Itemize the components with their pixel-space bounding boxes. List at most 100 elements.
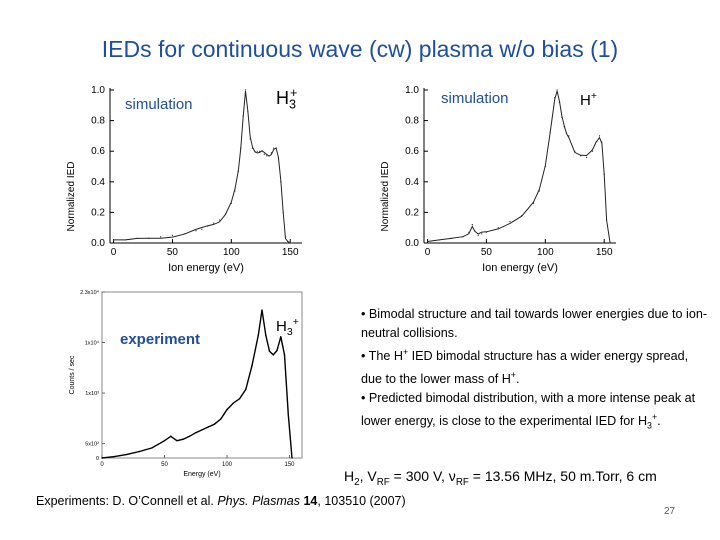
data-point: [249, 138, 251, 140]
data-point: [532, 202, 535, 204]
y-tick-label: 0.8: [405, 116, 419, 127]
data-point: [549, 132, 551, 134]
label-h3plus-top: H3+: [276, 86, 297, 112]
y-tick-label: 0.2: [91, 207, 105, 218]
data-point: [195, 432, 197, 434]
label-simulation-left: simulation: [125, 96, 193, 113]
data-point: [201, 429, 203, 431]
data-point: [263, 153, 265, 155]
bullet-2-text-c: .: [515, 372, 520, 387]
data-point: [188, 435, 191, 438]
y-tick-label: 1x10³: [85, 391, 99, 397]
bullet-3-text-a: • Predicted bimodal distribution, with a…: [361, 391, 696, 429]
ied-curve: [427, 90, 611, 244]
x-tick-label: 0: [100, 462, 104, 468]
x-axis-label: Ion energy (eV): [168, 262, 244, 274]
bullet-3-sub: 3: [647, 421, 652, 432]
data-point: [277, 158, 280, 160]
param-nu: = 300 V, ν: [389, 468, 456, 484]
x-tick-label: 150: [284, 462, 295, 468]
bullet-2-text-a: • The H: [361, 349, 403, 364]
data-point: [218, 219, 221, 221]
data-point: [148, 237, 150, 240]
data-point: [282, 211, 284, 213]
data-point: [268, 155, 270, 157]
data-point: [258, 150, 261, 152]
x-tick-label: 50: [161, 462, 168, 468]
data-point: [270, 152, 272, 154]
bullet-3-text-c: .: [657, 414, 661, 429]
param-h-sub: 2: [354, 476, 360, 488]
data-point: [603, 173, 605, 175]
bullet-2-sup: +: [402, 347, 409, 357]
data-point: [240, 147, 242, 149]
data-point: [251, 364, 253, 367]
data-point: [605, 219, 608, 221]
y-tick-label: 0.0: [91, 238, 105, 249]
bullet-list: • Bimodal structure and tail towards low…: [361, 305, 711, 436]
chart-exp-h3: 0 5x10² 1x10³ 1x10⁴ 2.3x10⁴ 0 50 100 150 Energy (…: [69, 289, 303, 478]
data-point: [601, 141, 603, 143]
data-point: [213, 222, 215, 224]
data-point: [238, 398, 241, 400]
data-point: [497, 227, 499, 229]
data-point: [556, 89, 558, 91]
h3mid-sup: +: [292, 316, 299, 328]
data-point: [245, 388, 247, 391]
data-point: [136, 237, 138, 240]
data-point: [257, 334, 259, 337]
chart-sim-hplus: 0.0 0.2 0.4 0.6 0.8 1.0 0 50 100 150 Ion energy (e…: [380, 85, 616, 274]
data-point: [585, 156, 588, 158]
data-point: [182, 438, 184, 440]
y-tick-label: 0.0: [405, 238, 419, 249]
data-point: [287, 240, 289, 243]
data-point: [450, 237, 452, 240]
data-point: [471, 224, 473, 226]
data-point: [224, 213, 227, 215]
data-point: [251, 147, 254, 149]
data-point: [468, 231, 470, 233]
label-experiment: experiment: [120, 331, 201, 348]
x-tick-label: 0: [111, 247, 117, 258]
data-point: [237, 170, 239, 172]
data-point: [160, 236, 162, 238]
x-axis-label: Ion energy (eV): [482, 262, 558, 274]
data-point: [284, 236, 287, 238]
y-tick-label: 0.6: [405, 146, 419, 157]
data-point: [163, 439, 166, 442]
y-tick-label: 0: [96, 456, 99, 462]
data-point: [195, 230, 197, 232]
data-point: [287, 413, 289, 416]
data-point: [170, 435, 172, 438]
data-point: [598, 135, 601, 137]
data-point: [213, 423, 216, 425]
plot-frame: [101, 291, 303, 459]
x-tick-label: 100: [537, 247, 554, 258]
data-point: [247, 110, 249, 113]
data-point: [157, 443, 159, 445]
data-point: [474, 230, 476, 232]
bullet-2-text-b: IED bimodal structure has a wider energy…: [361, 349, 689, 387]
h3plus-base: H: [276, 88, 289, 108]
x-tick-label: 100: [222, 462, 233, 468]
label-hplus: H+: [580, 90, 597, 109]
data-point: [261, 309, 263, 311]
h3mid-base: H: [276, 318, 287, 335]
data-point: [183, 233, 185, 235]
data-point: [283, 354, 286, 356]
data-point: [565, 132, 568, 134]
data-point: [558, 101, 561, 103]
data-point: [234, 190, 236, 192]
data-point: [201, 228, 203, 230]
data-point: [591, 150, 594, 152]
data-point: [561, 116, 563, 119]
bullet-3: • Predicted bimodal distribution, with a…: [361, 389, 711, 436]
data-point: [242, 115, 244, 117]
plasma-parameters: H2, VRF = 300 V, νRF = 13.56 MHz, 50 m.T…: [344, 468, 657, 488]
data-point: [230, 202, 232, 204]
label-h3plus-mid: H3+: [276, 316, 299, 338]
data-point: [485, 231, 488, 233]
y-tick-label: 1.0: [405, 85, 419, 96]
data-point: [609, 242, 611, 244]
data-point: [481, 233, 483, 235]
